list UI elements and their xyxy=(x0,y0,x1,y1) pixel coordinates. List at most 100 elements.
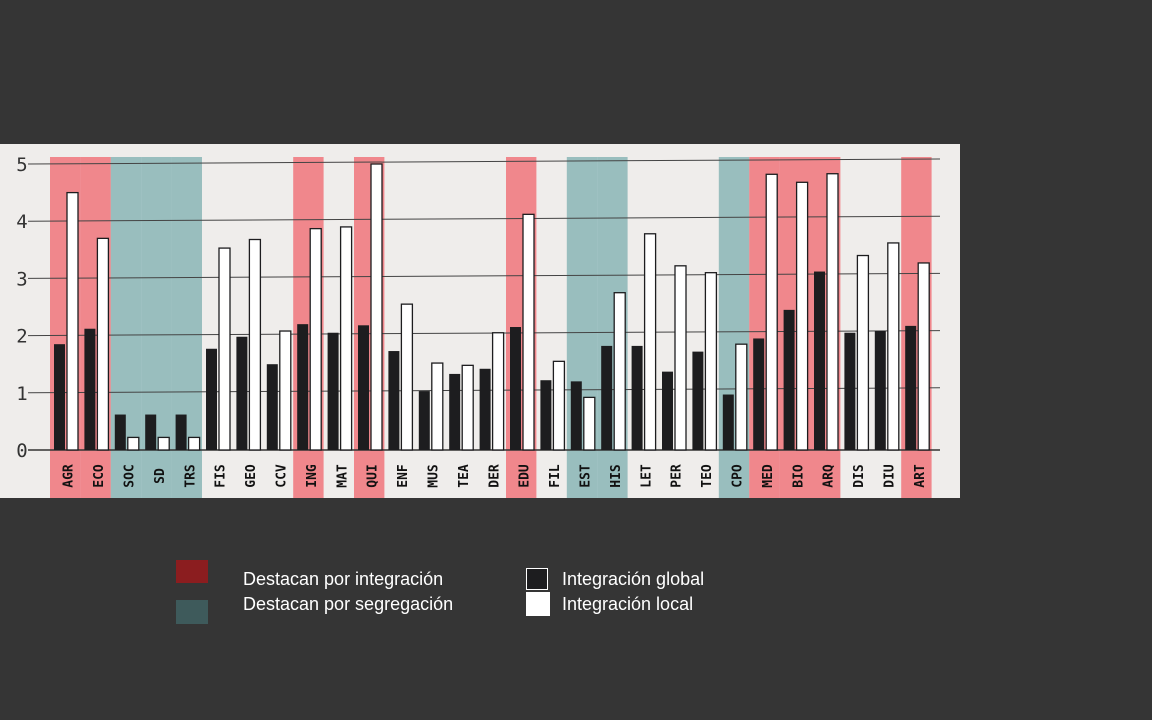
legend-swatch-segregation xyxy=(176,600,208,624)
bar-local-tea xyxy=(461,364,474,451)
y-tick-label: 0 xyxy=(16,440,27,462)
x-tick-label: ENF xyxy=(396,464,411,488)
legend-label-integration: Destacan por integración xyxy=(243,569,444,589)
x-tick-label: ECO xyxy=(92,464,107,488)
bar-global-mat xyxy=(327,332,339,450)
x-tick-label: PER xyxy=(670,464,685,488)
legend-label-local: Integración local xyxy=(562,594,694,614)
bar-global-qui xyxy=(358,325,369,450)
bar-global-eco xyxy=(84,328,96,450)
bar-global-enf xyxy=(388,351,400,450)
bar-global-der xyxy=(479,368,491,450)
bar-local-fis xyxy=(218,247,231,451)
bar-local-art xyxy=(917,262,930,451)
x-tick-label: ING xyxy=(305,464,320,488)
x-tick-label: MAT xyxy=(335,464,350,488)
bar-local-med xyxy=(765,173,778,451)
bar-local-his xyxy=(613,292,626,451)
bar-local-edu xyxy=(522,213,535,451)
bar-global-sd xyxy=(145,414,157,450)
bar-local-geo xyxy=(248,238,262,451)
x-tick-label: MUS xyxy=(427,464,442,488)
bar-local-soc xyxy=(127,436,140,451)
y-tick-label: 2 xyxy=(16,326,27,348)
bar-local-sd xyxy=(157,436,170,451)
bar-local-est xyxy=(583,396,596,451)
bar-global-his xyxy=(601,345,613,450)
bar-global-cpo xyxy=(722,394,734,450)
bar-global-fis xyxy=(206,348,217,450)
bar-local-mat xyxy=(339,226,353,451)
legend-label-segregation: Destacan por segregación xyxy=(243,594,454,614)
x-tick-label: BIO xyxy=(791,464,806,488)
x-tick-label: SD xyxy=(153,468,168,484)
bar-local-agr xyxy=(66,191,79,451)
bar-global-ing xyxy=(297,324,309,450)
x-tick-label: AGR xyxy=(62,464,77,488)
bar-global-mus xyxy=(418,391,430,450)
x-tick-label: DIS xyxy=(852,464,867,488)
y-tick-label: 5 xyxy=(16,154,27,176)
x-tick-label: HIS xyxy=(609,464,624,488)
legend-swatch-global xyxy=(526,568,548,590)
bar-local-trs xyxy=(187,436,201,451)
bar-local-ccv xyxy=(279,330,292,451)
bar-global-teo xyxy=(692,351,704,450)
x-tick-label: CCV xyxy=(275,464,290,488)
chart-panel: 0 1 2 3 4 5 AGR ECO SOC SD TRS FIS GEO CCV ING MAT QUI E… xyxy=(0,144,960,498)
x-tick-label: TRS xyxy=(183,464,198,488)
x-tick-label: TEA xyxy=(457,464,472,488)
y-tick-label: 4 xyxy=(16,211,27,233)
bar-global-edu xyxy=(510,327,521,450)
x-tick-label: SOC xyxy=(123,464,138,487)
x-tick-label: FIS xyxy=(214,464,229,488)
bar-local-teo xyxy=(704,272,718,451)
bar-global-agr xyxy=(54,344,65,450)
y-tick-label: 1 xyxy=(16,383,27,405)
bar-local-diu xyxy=(887,242,900,451)
legend-swatch-local xyxy=(526,592,550,616)
bar-global-med xyxy=(753,338,765,450)
bar-local-dis xyxy=(856,254,870,451)
x-tick-label: ART xyxy=(913,464,928,488)
legend-label-global: Integración global xyxy=(562,569,705,589)
bar-global-per xyxy=(662,371,673,450)
x-tick-label: MED xyxy=(761,464,776,488)
gridline-3 xyxy=(27,272,941,279)
bar-global-ccv xyxy=(266,364,278,450)
x-tick-label: GEO xyxy=(244,464,259,488)
bar-local-bio xyxy=(795,181,809,451)
gridline-5 xyxy=(27,158,941,165)
bar-global-fil xyxy=(540,380,552,450)
bar-local-eco xyxy=(96,237,110,451)
bar-global-let xyxy=(631,345,643,450)
bar-local-fil xyxy=(552,360,566,451)
x-tick-label: EDU xyxy=(518,464,533,488)
x-tick-label: DER xyxy=(487,464,502,488)
bar-local-let xyxy=(643,233,657,451)
bar-global-est xyxy=(570,381,582,450)
x-tick-label: QUI xyxy=(366,464,381,487)
bar-local-cpo xyxy=(735,343,748,451)
bar-local-mus xyxy=(431,362,444,451)
bar-local-der xyxy=(491,332,505,451)
bar-global-soc xyxy=(114,414,126,450)
bar-global-geo xyxy=(236,336,248,450)
bar-global-bio xyxy=(783,309,795,450)
bar-global-art xyxy=(905,325,917,450)
x-tick-label: EST xyxy=(579,464,594,488)
gridline-4 xyxy=(27,215,941,222)
bar-global-arq xyxy=(814,271,825,450)
y-tick-label: 3 xyxy=(16,268,27,290)
bar-chart: 0 1 2 3 4 5 AGR ECO SOC SD TRS FIS GEO CCV ING MAT QUI E… xyxy=(16,154,941,498)
bar-local-enf xyxy=(400,303,414,451)
bar-global-dis xyxy=(844,332,856,450)
x-tick-label: LET xyxy=(639,464,654,488)
bar-local-arq xyxy=(826,173,839,451)
x-tick-label: CPO xyxy=(731,464,746,488)
bar-local-per xyxy=(674,265,687,451)
legend-swatch-integration xyxy=(176,560,208,583)
x-tick-label: ARQ xyxy=(822,464,837,488)
bar-local-ing xyxy=(309,227,322,451)
bar-global-trs xyxy=(175,414,187,450)
